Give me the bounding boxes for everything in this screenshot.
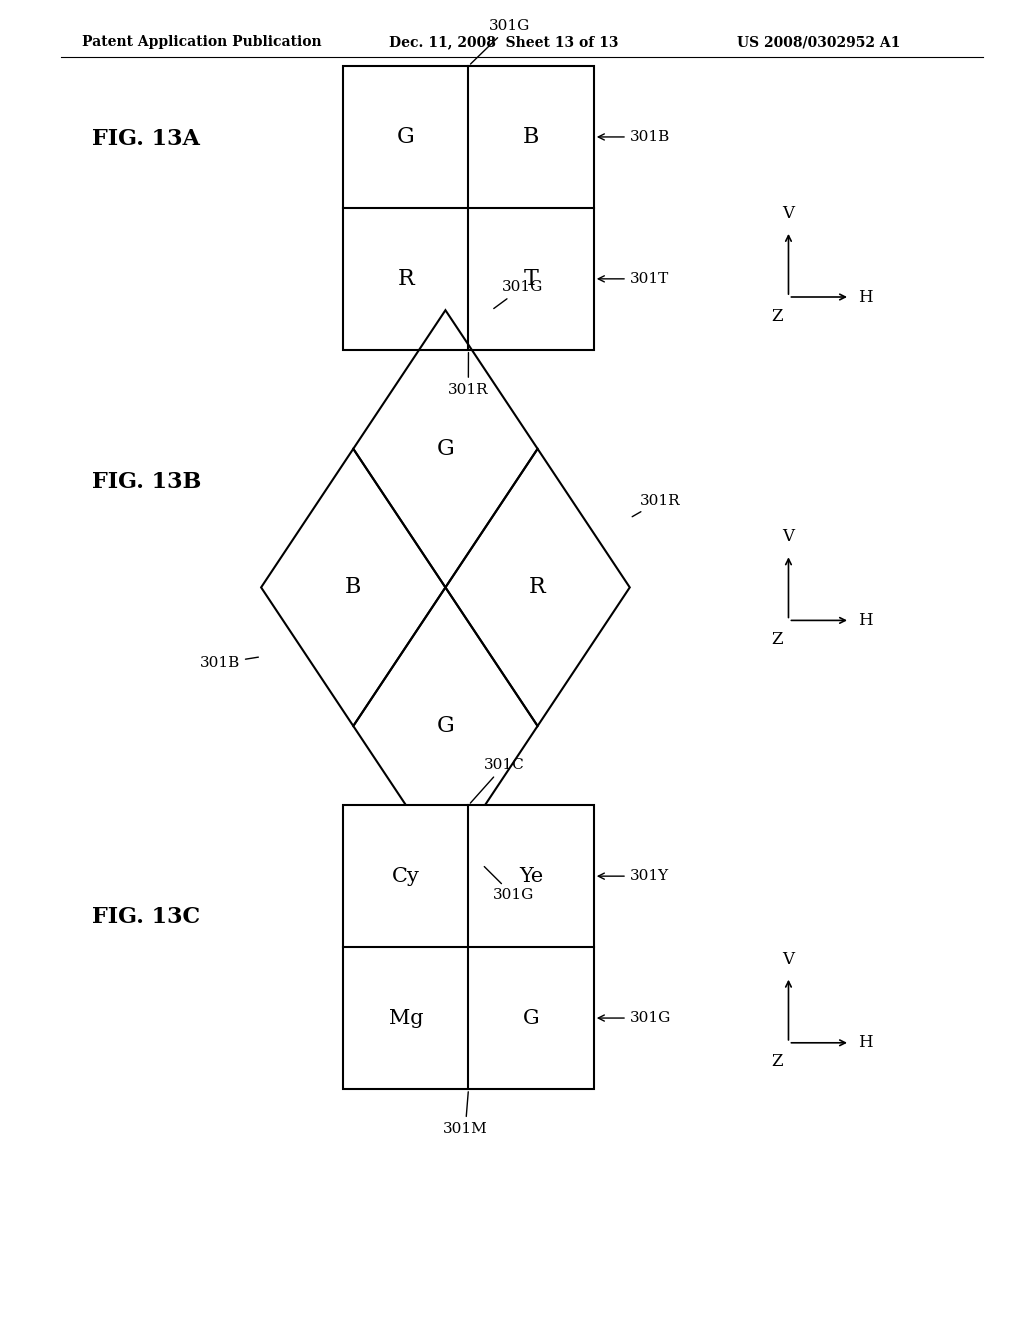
Text: H: H	[858, 612, 872, 628]
Text: R: R	[529, 577, 546, 598]
Text: 301G: 301G	[494, 280, 543, 309]
Text: FIG. 13A: FIG. 13A	[92, 128, 200, 149]
Text: Z: Z	[771, 308, 782, 325]
Text: B: B	[345, 577, 361, 598]
Text: Mg: Mg	[388, 1008, 423, 1027]
Text: FIG. 13B: FIG. 13B	[92, 471, 202, 492]
Text: 301Y: 301Y	[598, 869, 669, 883]
Text: 301C: 301C	[470, 758, 524, 803]
Text: Cy: Cy	[392, 867, 420, 886]
Text: 301G: 301G	[470, 18, 530, 65]
Text: 301M: 301M	[442, 1092, 487, 1137]
Text: Dec. 11, 2008  Sheet 13 of 13: Dec. 11, 2008 Sheet 13 of 13	[389, 36, 618, 49]
Text: H: H	[858, 1035, 872, 1051]
Text: 301T: 301T	[598, 272, 669, 286]
Text: FIG. 13C: FIG. 13C	[92, 907, 201, 928]
Text: Patent Application Publication: Patent Application Publication	[82, 36, 322, 49]
Text: G: G	[436, 715, 455, 737]
Bar	[343, 805, 594, 1089]
Text: Z: Z	[771, 1053, 782, 1071]
Text: V: V	[782, 205, 795, 222]
Text: G: G	[523, 1008, 540, 1027]
Text: 301B: 301B	[598, 129, 670, 144]
Text: G: G	[397, 125, 415, 148]
Text: H: H	[858, 289, 872, 305]
Text: 301R: 301R	[632, 494, 681, 516]
Text: B: B	[523, 125, 540, 148]
Bar	[343, 66, 594, 350]
Text: 301G: 301G	[484, 866, 534, 903]
Text: 301G: 301G	[598, 1011, 671, 1026]
Text: Z: Z	[771, 631, 782, 648]
Text: US 2008/0302952 A1: US 2008/0302952 A1	[737, 36, 901, 49]
Text: T: T	[523, 268, 539, 290]
Text: G: G	[436, 438, 455, 459]
Text: V: V	[782, 528, 795, 545]
Text: Ye: Ye	[519, 867, 544, 886]
Text: V: V	[782, 950, 795, 968]
Text: R: R	[397, 268, 414, 290]
Text: 301R: 301R	[449, 352, 488, 397]
Text: 301B: 301B	[200, 656, 258, 671]
